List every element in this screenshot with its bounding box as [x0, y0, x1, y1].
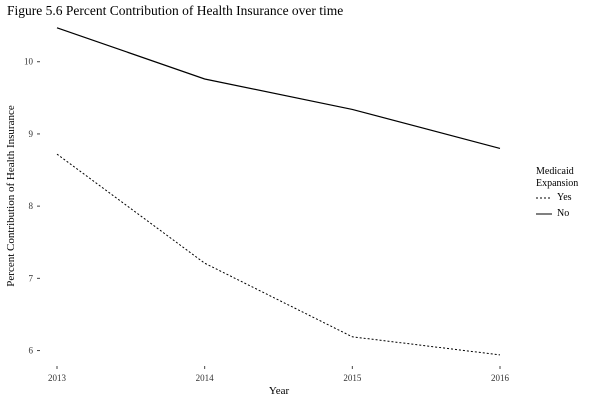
x-tick-label: 2013 [48, 373, 67, 383]
legend-item-yes: Yes [536, 190, 600, 206]
y-axis-label: Percent Contribution of Health Insurance [5, 105, 17, 287]
legend-label-yes: Yes [557, 192, 572, 203]
x-tick-label: 2015 [343, 373, 362, 383]
chart-title: Figure 5.6 Percent Contribution of Healt… [7, 3, 344, 18]
x-axis-ticks: 2013 2014 2015 2016 [48, 366, 510, 383]
y-axis-ticks: 6 7 8 9 10 [24, 57, 40, 356]
x-tick-label: 2014 [196, 373, 215, 383]
y-tick-label: 7 [29, 273, 34, 283]
legend-label-no: No [557, 208, 570, 219]
y-tick-label: 10 [24, 57, 34, 67]
dotted-line-swatch [536, 197, 552, 199]
y-tick-label: 8 [29, 201, 34, 211]
legend-title: Medicaid Expansion [536, 166, 579, 189]
series-line-no [56, 27, 501, 149]
x-tick-label: 2016 [491, 373, 510, 383]
series-lines [56, 27, 501, 356]
x-axis-label: Year [269, 385, 290, 397]
legend-item-no: No [536, 206, 600, 222]
solid-line-swatch [536, 213, 552, 215]
series-line-yes [56, 153, 501, 356]
legend: Medicaid Expansion Yes No [536, 166, 600, 222]
y-tick-label: 6 [29, 346, 34, 356]
y-tick-label: 9 [29, 129, 34, 139]
